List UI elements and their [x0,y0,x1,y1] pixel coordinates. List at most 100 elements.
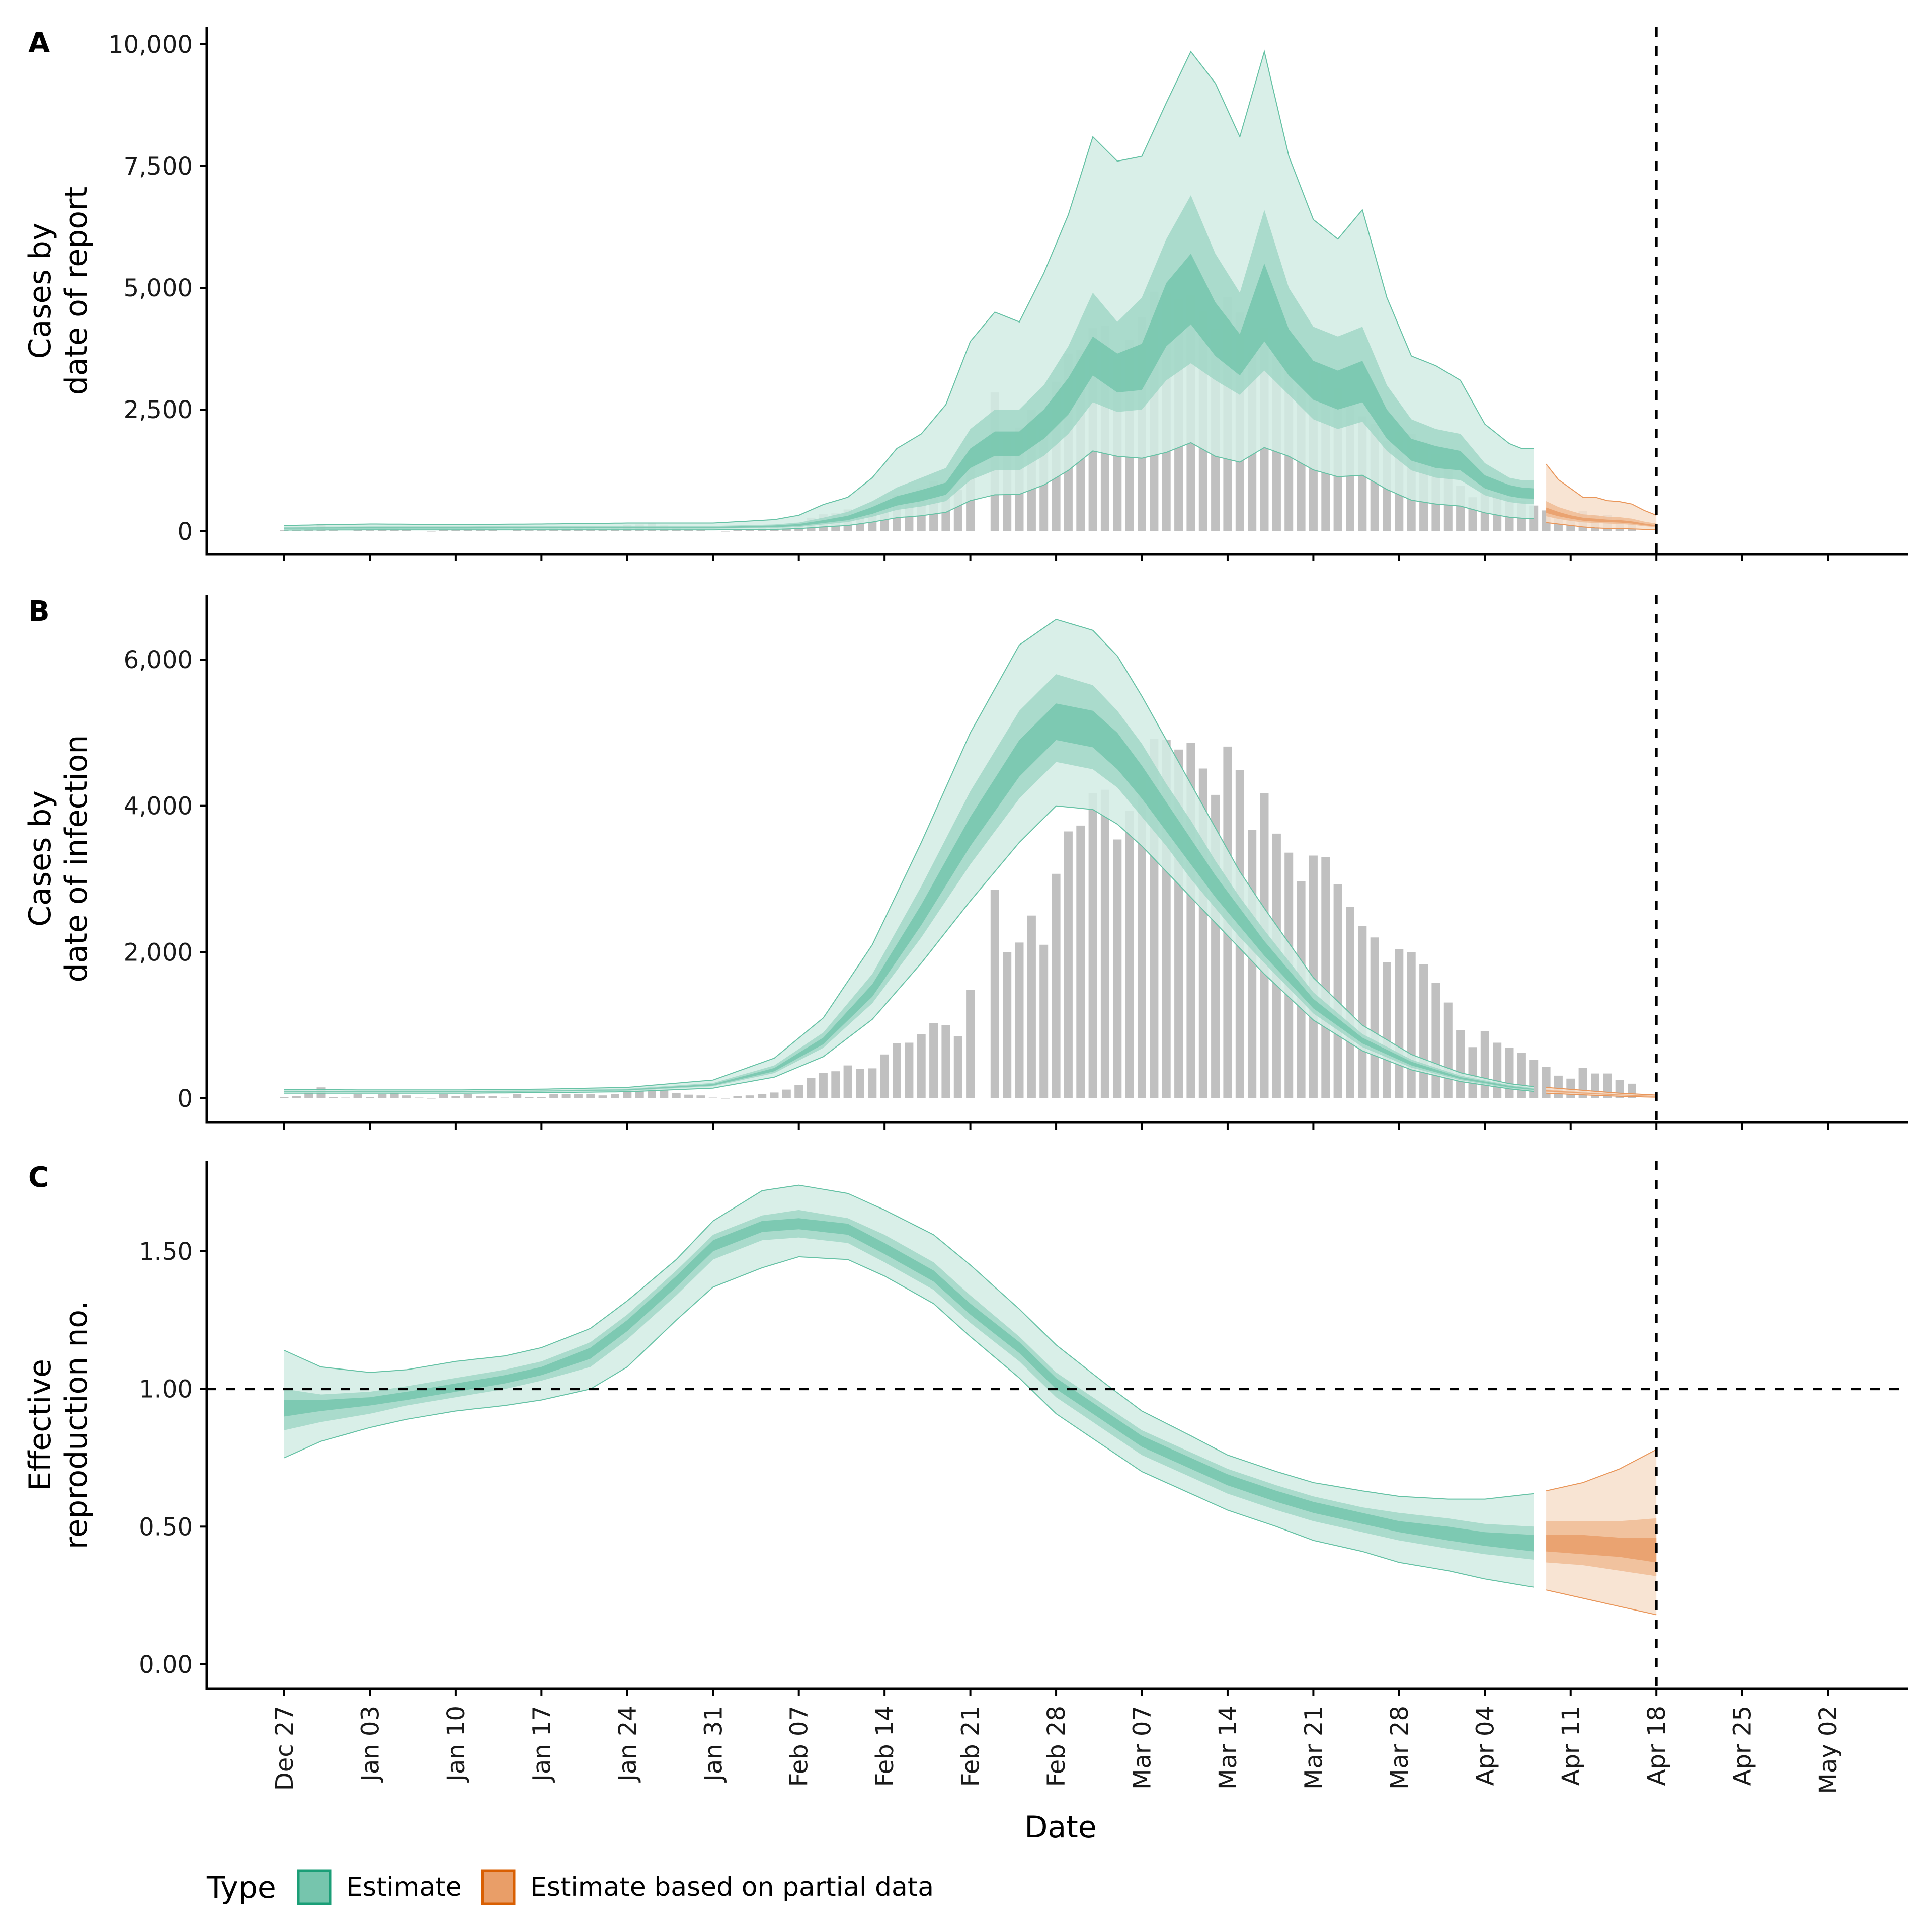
x-tick-label: Feb 14 [871,1706,899,1787]
y-tick-label: 4,000 [124,792,193,821]
case-bar [929,1023,938,1098]
case-bar [611,1094,619,1098]
case-bar [733,530,742,531]
x-tick-label: Apr 11 [1557,1706,1585,1786]
case-bar [1321,857,1330,1098]
x-tick-label: Apr 04 [1471,1706,1499,1786]
legend-label-partial: Estimate based on partial data [530,1872,934,1902]
case-bar [672,1093,681,1098]
case-bar [500,1097,509,1098]
case-bar [1333,884,1342,1098]
partial-estimate-c-band-20 [1546,1535,1657,1563]
x-tick-label: Jan 03 [356,1706,384,1783]
case-bar [893,1043,901,1098]
case-bar [794,1085,803,1098]
x-tick-label: Mar 28 [1386,1706,1414,1790]
y-tick-label: 1.50 [139,1238,193,1266]
case-bar [953,1036,962,1098]
case-bar [1088,793,1097,1098]
case-bar [488,530,497,531]
estimate-a-upper-edge [284,49,1534,526]
case-bar [439,1094,448,1098]
x-tick-label: Mar 14 [1214,1706,1242,1790]
case-bar [868,1068,877,1098]
partial-estimate-c [1546,1449,1657,1616]
case-bar [537,1097,546,1098]
estimate-a-band-50 [284,195,1534,529]
partial-estimate-a-upper-edge [1546,463,1657,516]
y-axis-title-a: Cases bydate of report [23,187,94,395]
case-bar [696,1095,705,1098]
partial-estimate-b-band-50 [1546,1089,1657,1097]
y-tick-label: 1.00 [139,1376,193,1404]
case-bar [941,1025,950,1098]
case-bar [280,530,289,531]
case-bar [733,1096,742,1098]
y-axis-title-b: Cases bydate of infection [23,735,94,983]
case-bar [684,1094,693,1098]
case-bar [1138,777,1146,1098]
case-bar [708,1097,717,1098]
case-bar [1383,962,1391,1098]
case-bar [758,1094,767,1098]
y-tick-label: 5,000 [124,274,193,302]
partial-estimate-a [1546,463,1657,531]
case-bar [378,1094,387,1098]
case-bar [1125,811,1134,1098]
case-bar [990,890,999,1098]
case-bar [905,1042,914,1098]
x-tick-label: Feb 28 [1042,1706,1071,1787]
partial-estimate-b-band-20 [1546,1090,1657,1097]
legend-swatch-estimate [297,1869,332,1905]
x-tick-label: Apr 18 [1643,1706,1671,1786]
case-bar [1358,926,1367,1098]
panel-tag-b: B [28,595,50,628]
x-tick-label: Feb 21 [957,1706,985,1787]
case-bar [549,1094,558,1098]
case-bar [1370,937,1379,1098]
case-bar [843,1065,852,1098]
x-tick-label: Jan 24 [614,1706,642,1783]
case-bar [1064,831,1073,1098]
case-bar [366,530,374,531]
case-bar [1443,1002,1453,1098]
case-bar [660,1089,669,1098]
case-bar [1419,964,1428,1098]
case-bar [476,1096,485,1098]
case-bar [329,1097,338,1098]
case-bar [1113,839,1122,1098]
case-bar [721,531,730,532]
case-bar [831,1071,840,1098]
partial-estimate-b-lower-edge [1546,1092,1657,1098]
estimate-c-lower-edge [284,1256,1534,1588]
case-bar [427,1098,436,1099]
estimate-a-band-20 [284,254,1534,529]
case-bar [819,1073,828,1098]
y-tick-label: 0.50 [139,1513,193,1541]
case-bar [1530,1060,1539,1098]
case-bar [1407,952,1416,1098]
case-bar [1480,1031,1489,1098]
legend-swatch-partial [481,1869,516,1905]
y-tick-label: 0 [177,1085,193,1113]
case-bar [525,1097,534,1098]
case-bar [1456,1030,1465,1098]
case-bar [880,1054,889,1098]
case-bar [1468,1047,1477,1098]
case-bar [488,1096,497,1098]
case-bar [427,531,436,532]
case-bar [513,1094,522,1098]
case-bar [353,1094,362,1098]
case-bar [1100,789,1109,1098]
panel-tag-a: A [28,27,50,59]
case-bar [1052,873,1061,1098]
case-bar [366,1097,374,1098]
case-bar [1493,1042,1502,1098]
panel-tag-c: C [28,1161,49,1194]
case-bar [966,990,975,1098]
case-bar [782,1089,791,1098]
estimate-a-lower-edge [284,442,1534,531]
case-bar [1039,944,1049,1098]
case-bar [1395,949,1404,1098]
y-axis-title-c: Effectivereproduction no. [23,1301,94,1549]
